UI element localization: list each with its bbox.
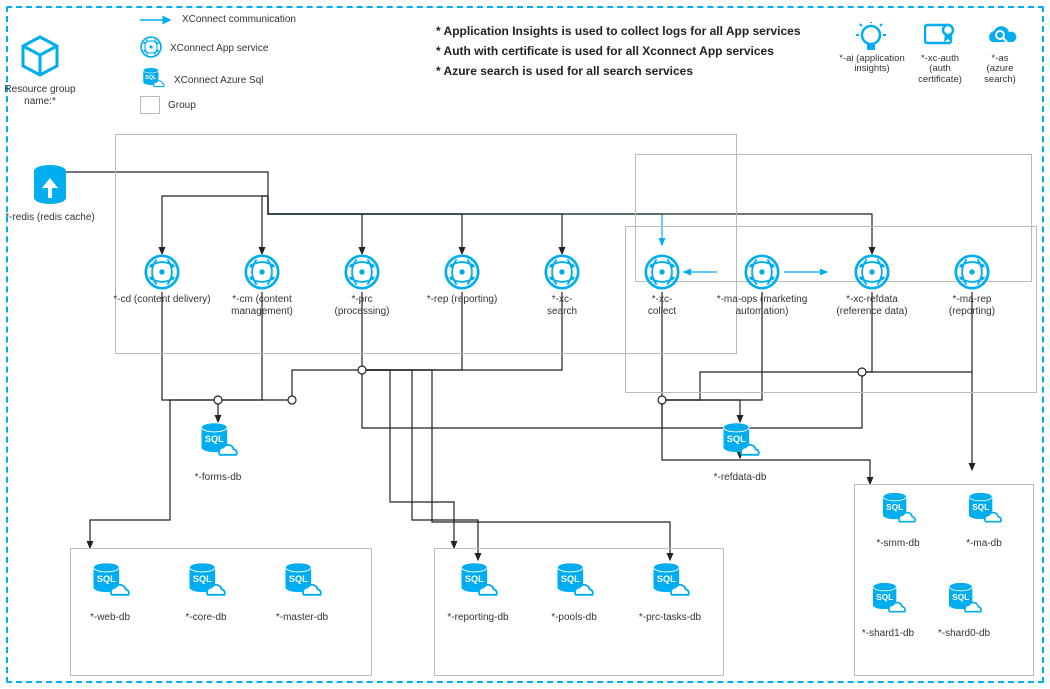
note: * Auth with certificate is used for all … bbox=[436, 44, 774, 58]
svg-text:SQL: SQL bbox=[727, 434, 746, 444]
legend-label: XConnect Azure Sql bbox=[174, 75, 264, 86]
svg-text:SQL: SQL bbox=[193, 574, 212, 584]
svg-text:SQL: SQL bbox=[561, 574, 580, 584]
svg-text:SQL: SQL bbox=[145, 75, 157, 81]
diagram-canvas: { "colors": { "primary": "#00aeef", "edg… bbox=[0, 0, 1050, 689]
legend-label: Group bbox=[168, 100, 196, 111]
svg-text:SQL: SQL bbox=[465, 574, 484, 584]
svg-text:SQL: SQL bbox=[952, 592, 969, 602]
legend-row-sql: SQL XConnect Azure Sql bbox=[140, 66, 264, 95]
note: * Application Insights is used to collec… bbox=[436, 24, 801, 38]
db-prc-tasks-db-icon: SQL bbox=[648, 560, 692, 604]
app-service-icon bbox=[140, 36, 162, 61]
sql-icon: SQL bbox=[140, 66, 166, 95]
group-g-xc-right2 bbox=[625, 226, 1037, 393]
legend-label: XConnect App service bbox=[170, 43, 268, 54]
svg-text:SQL: SQL bbox=[289, 574, 308, 584]
db-shard0-db-icon: SQL bbox=[944, 580, 984, 620]
note: * Azure search is used for all search se… bbox=[436, 64, 693, 78]
bulb-icon bbox=[856, 22, 886, 56]
svg-text:SQL: SQL bbox=[876, 592, 893, 602]
svg-text:SQL: SQL bbox=[972, 502, 989, 512]
db-core-db-icon: SQL bbox=[184, 560, 228, 604]
svg-text:SQL: SQL bbox=[97, 574, 116, 584]
legend-row-comm: XConnect communication bbox=[140, 14, 296, 25]
db-pools-db-icon: SQL bbox=[552, 560, 596, 604]
search-icon bbox=[984, 22, 1018, 48]
db-shard1-db-icon: SQL bbox=[868, 580, 908, 620]
db-ma-db-icon: SQL bbox=[964, 490, 1004, 530]
db-master-db-icon: SQL bbox=[280, 560, 324, 604]
legend-row-app: XConnect App service bbox=[140, 36, 268, 61]
db-reporting-db-icon: SQL bbox=[456, 560, 500, 604]
svg-text:SQL: SQL bbox=[886, 502, 903, 512]
db-web-db-icon: SQL bbox=[88, 560, 132, 604]
legend-label: XConnect communication bbox=[182, 14, 296, 25]
svg-text:SQL: SQL bbox=[657, 574, 676, 584]
legend-row-group: Group bbox=[140, 96, 196, 114]
cert-icon bbox=[924, 22, 956, 52]
svg-text:SQL: SQL bbox=[205, 434, 224, 444]
db-refdata-db-icon: SQL bbox=[718, 420, 762, 464]
db-smm-db-icon: SQL bbox=[878, 490, 918, 530]
db-forms-db-icon: SQL bbox=[196, 420, 240, 464]
